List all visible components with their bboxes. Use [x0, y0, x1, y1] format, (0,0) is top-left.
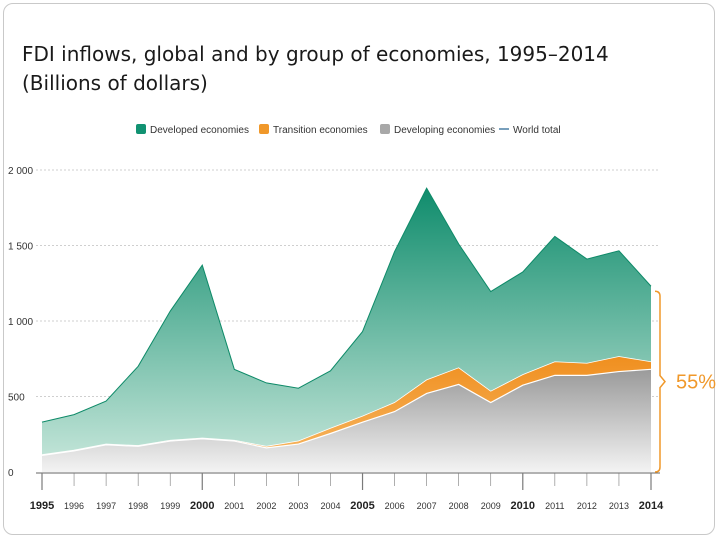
x-tick-label-1995: 1995 — [30, 500, 54, 512]
legend: Developed economies Transition economies D… — [136, 124, 561, 136]
legend-label-transition-economies: Transition economies — [273, 125, 368, 136]
slide-frame — [3, 3, 715, 535]
x-tick-label-2001: 2001 — [224, 501, 244, 511]
x-tick-label-1997: 1997 — [96, 501, 116, 511]
slide-title-line2: (Billions of dollars) — [22, 71, 208, 95]
x-tick-label-1996: 1996 — [64, 501, 84, 511]
line-developing-top — [41, 368, 652, 456]
x-tick-label-2003: 2003 — [288, 501, 308, 511]
x-tick-label-2006: 2006 — [385, 501, 405, 511]
line-world-total — [41, 187, 652, 423]
legend-label-world-total: World total — [513, 125, 561, 136]
x-tick-label-2002: 2002 — [256, 501, 276, 511]
y-tick-label-1500: 1 500 — [8, 242, 33, 253]
area-developed-economies — [42, 188, 651, 455]
x-tick-label-1999: 1999 — [160, 501, 180, 511]
x-tick-label-1998: 1998 — [128, 501, 148, 511]
y-tick-label-500: 500 — [8, 393, 25, 404]
area-developing-economies — [42, 369, 651, 472]
y-tick-label-0: 0 — [8, 468, 14, 479]
legend-swatch-developed-economies — [136, 124, 146, 134]
x-tick-label-2014: 2014 — [639, 500, 664, 512]
x-tick-label-2009: 2009 — [481, 501, 501, 511]
slide-title: FDI inflows, global and by group of econ… — [22, 40, 712, 98]
share-annotation-label: 55% — [676, 372, 716, 394]
x-tick-label-2004: 2004 — [320, 501, 340, 511]
line-transition-top — [41, 356, 652, 456]
y-tick-label-1000: 1 000 — [8, 317, 33, 328]
legend-swatch-transition-economies — [259, 124, 269, 134]
x-tick-label-2007: 2007 — [417, 501, 437, 511]
x-tick-label-2011: 2011 — [545, 501, 564, 511]
x-tick-label-2008: 2008 — [449, 501, 469, 511]
x-tick-labels: 1995 1996 1997 1998 1999 2000 2001 2002 2003 2004… — [30, 500, 664, 512]
legend-label-developing-economies: Developing economies — [394, 125, 495, 136]
share-annotation: 55% — [654, 290, 716, 473]
share-bracket — [654, 290, 666, 473]
legend-swatch-developing-economies — [380, 124, 390, 134]
x-tick-label-2012: 2012 — [577, 501, 597, 511]
x-tick-label-2013: 2013 — [609, 501, 629, 511]
x-tick-label-2010: 2010 — [511, 500, 535, 512]
area-layer — [41, 187, 652, 472]
legend-label-developed-economies: Developed economies — [150, 125, 249, 136]
slide-title-line1: FDI inflows, global and by group of econ… — [22, 42, 609, 66]
x-tick-label-2005: 2005 — [350, 500, 374, 512]
x-tick-label-2000: 2000 — [190, 500, 214, 512]
y-axis: 0 500 1 000 1 500 2 000 — [8, 166, 33, 479]
y-tick-label-2000: 2 000 — [8, 166, 33, 177]
x-axis — [36, 472, 660, 490]
area-transition-economies — [42, 356, 651, 456]
